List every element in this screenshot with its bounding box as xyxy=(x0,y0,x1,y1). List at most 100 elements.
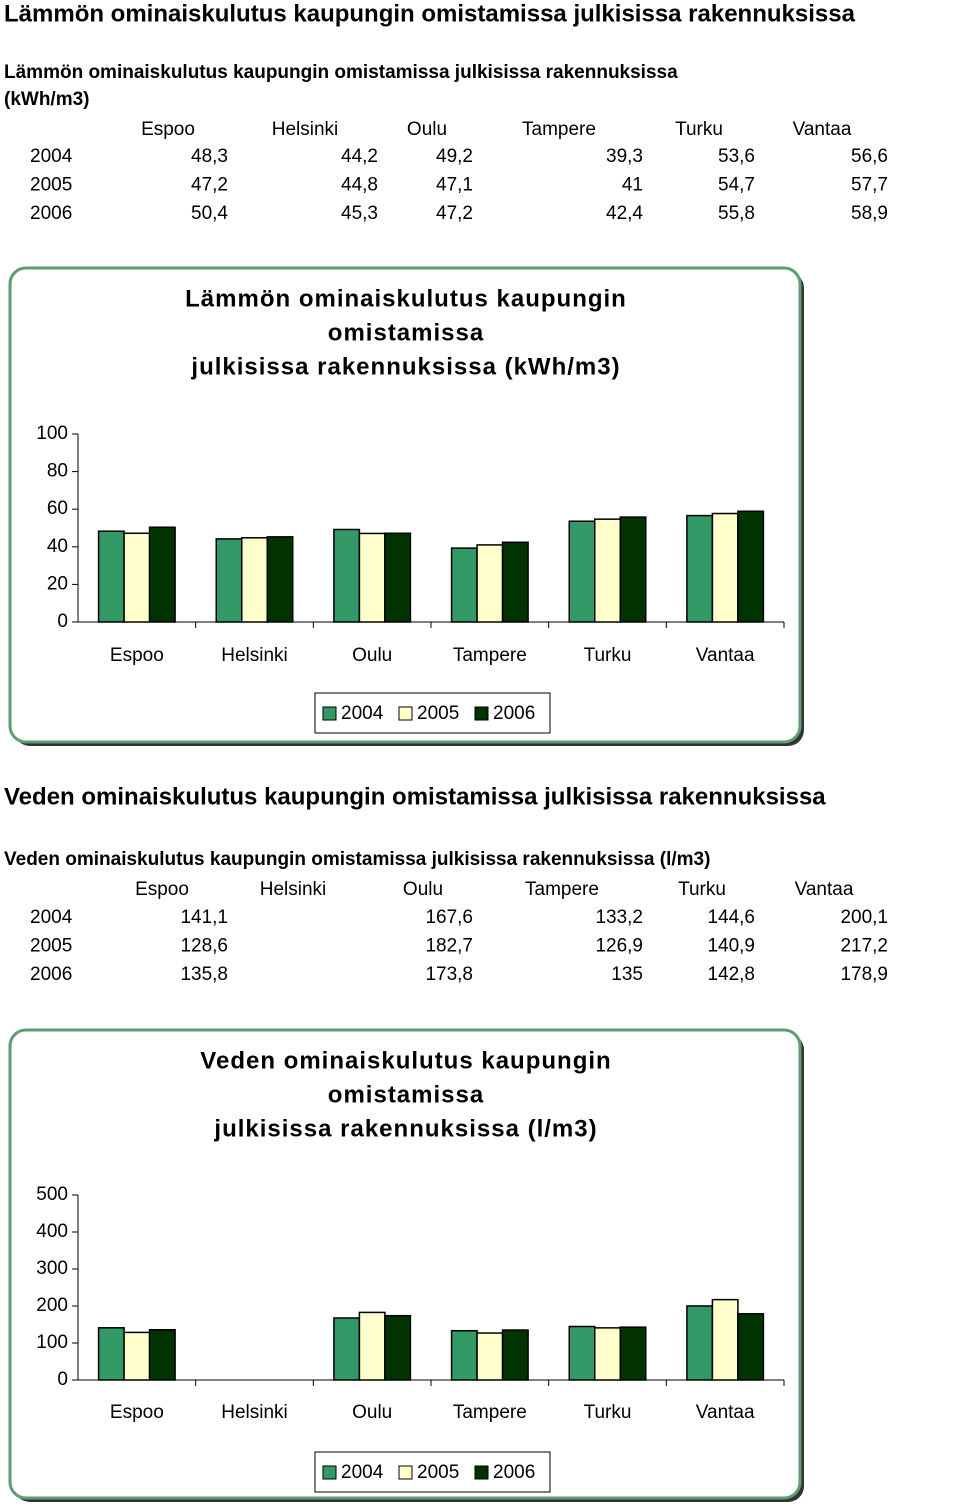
column-header: Vantaa xyxy=(795,879,854,900)
bar xyxy=(97,1327,125,1381)
bar xyxy=(686,1305,714,1381)
table-cell: 56,6 xyxy=(851,146,888,167)
bar xyxy=(333,1317,361,1381)
row-label: 2004 xyxy=(30,907,73,928)
legend-swatch xyxy=(474,1465,489,1480)
x-tick-label: Turku xyxy=(584,645,632,666)
table-cell: 141,1 xyxy=(180,907,228,928)
y-tick-label: 0 xyxy=(57,611,68,632)
x-tick-label: Vantaa xyxy=(696,645,755,666)
bar xyxy=(148,526,176,623)
column-header: Vantaa xyxy=(793,119,852,140)
row-label: 2006 xyxy=(30,203,72,224)
table-cell: 140,9 xyxy=(707,936,755,957)
x-tick-label: Tampere xyxy=(453,645,527,666)
bar xyxy=(333,528,361,623)
table-cell: 42,4 xyxy=(606,203,643,224)
bar xyxy=(384,532,412,623)
table-cell: 44,2 xyxy=(341,146,378,167)
y-tick-label: 200 xyxy=(36,1295,68,1316)
chart-title: julkisissa rakennuksissa (kWh/m3) xyxy=(190,353,620,380)
column-header: Helsinki xyxy=(260,879,327,900)
bar xyxy=(501,541,529,623)
table-cell: 44,8 xyxy=(341,175,378,196)
x-tick-label: Helsinki xyxy=(221,645,288,666)
legend-swatch xyxy=(474,706,489,721)
table-cell: 48,3 xyxy=(191,146,228,167)
table-title: Veden ominaiskulutus kaupungin omistamis… xyxy=(4,849,710,870)
y-tick-label: 100 xyxy=(36,1332,68,1353)
column-header: Tampere xyxy=(525,879,599,900)
legend-label: 2006 xyxy=(493,703,535,724)
bar xyxy=(686,514,714,623)
table-cell: 58,9 xyxy=(851,203,888,224)
table-cell: 217,2 xyxy=(840,936,888,957)
row-label: 2005 xyxy=(30,936,72,957)
row-label: 2004 xyxy=(30,146,73,167)
table-cell: 57,7 xyxy=(851,175,888,196)
bar xyxy=(148,1329,176,1381)
row-label: 2005 xyxy=(30,175,72,196)
bar xyxy=(450,1329,478,1381)
x-tick-label: Oulu xyxy=(352,645,392,666)
legend-label: 2005 xyxy=(417,703,459,724)
table-cell: 55,8 xyxy=(718,203,755,224)
x-tick-label: Espoo xyxy=(110,1402,164,1423)
table-cell: 135 xyxy=(611,964,643,985)
bar xyxy=(123,532,151,623)
table-cell: 173,8 xyxy=(425,964,473,985)
bar xyxy=(737,1313,765,1381)
table-cell: 126,9 xyxy=(595,936,643,957)
bar xyxy=(450,547,478,623)
chart-title: omistamissa xyxy=(328,1081,484,1108)
x-tick-label: Turku xyxy=(584,1402,632,1423)
column-header: Oulu xyxy=(407,119,447,140)
bar xyxy=(737,510,765,623)
legend-label: 2004 xyxy=(341,703,384,724)
bar xyxy=(619,516,647,623)
legend-label: 2004 xyxy=(341,1462,384,1483)
column-header: Oulu xyxy=(403,879,443,900)
bar xyxy=(241,537,268,623)
table-cell: 53,6 xyxy=(718,146,755,167)
bar xyxy=(476,544,504,623)
y-tick-label: 0 xyxy=(57,1369,68,1390)
column-header: Espoo xyxy=(141,119,195,140)
bar xyxy=(358,1311,386,1381)
bar xyxy=(501,1329,529,1381)
section-heading: Veden ominaiskulutus kaupungin omistamis… xyxy=(4,783,826,810)
chart-frame xyxy=(8,266,802,744)
bar xyxy=(384,1314,412,1381)
legend-swatch xyxy=(398,1465,413,1480)
bar xyxy=(568,1325,596,1381)
table-title: (kWh/m3) xyxy=(4,89,90,110)
column-header: Tampere xyxy=(522,119,596,140)
table-cell: 144,6 xyxy=(707,907,755,928)
column-header: Espoo xyxy=(135,879,189,900)
column-header: Helsinki xyxy=(272,119,339,140)
bar xyxy=(97,530,125,623)
table-cell: 39,3 xyxy=(606,146,643,167)
bar xyxy=(266,536,294,623)
y-tick-label: 20 xyxy=(47,573,68,594)
table-cell: 128,6 xyxy=(180,936,228,957)
bar xyxy=(123,1331,151,1381)
bar xyxy=(711,512,739,623)
bar xyxy=(711,1298,739,1381)
y-tick-label: 60 xyxy=(47,498,68,519)
legend-label: 2005 xyxy=(417,1462,459,1483)
table-cell: 167,6 xyxy=(425,907,473,928)
chart-title: Lämmön ominaiskulutus kaupungin xyxy=(185,285,627,312)
bar xyxy=(594,1327,621,1381)
legend-swatch xyxy=(322,706,337,721)
table-cell: 49,2 xyxy=(436,146,473,167)
y-tick-label: 300 xyxy=(36,1258,68,1279)
legend-swatch xyxy=(322,1465,337,1480)
chart-frame xyxy=(8,1028,802,1500)
y-tick-label: 80 xyxy=(47,461,68,482)
table-cell: 50,4 xyxy=(191,203,228,224)
bar xyxy=(476,1332,504,1381)
chart-title: omistamissa xyxy=(328,319,484,346)
table-cell: 133,2 xyxy=(595,907,643,928)
